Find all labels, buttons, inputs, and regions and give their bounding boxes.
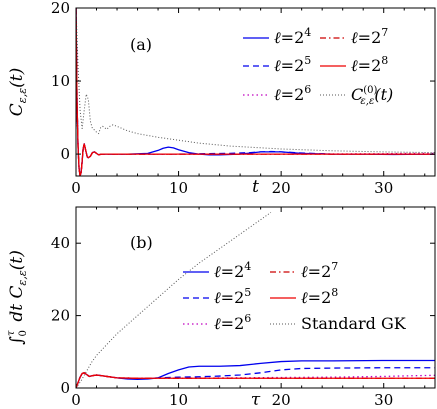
legend-label: ℓ=26​ [274,83,311,104]
legend-label: ℓ=28​ [351,54,388,75]
legend-entry-1: ℓ=25​ [183,286,251,307]
y-axis-label: Cε,ε(t) [7,68,29,116]
legend-entry-5: Standard GK [270,314,407,333]
series-line-5 [76,8,435,154]
x-tick-label: 0 [71,391,81,409]
x-tick-label: 30 [374,391,393,409]
panel-label: (b) [130,233,153,252]
legend-entry-4: ℓ=28​ [270,286,338,307]
series-line-5 [76,212,272,388]
x-tick-label: 20 [272,179,291,197]
legend-label: ℓ=27​ [301,260,338,281]
legend-label: ℓ=25​ [274,54,311,75]
plot-frame [75,206,436,389]
y-tick-label: 0 [60,379,70,397]
x-tick-label: 10 [169,179,188,197]
series-line-0 [76,359,435,388]
legend-label: ℓ=27​ [351,26,388,47]
legend-label: ℓ=28​ [301,286,338,307]
panel-b-chart: 0 10 20 30 0 20 40 (b) τ ∫τ0 dt Cε,ε(t) ℓ=24​ ℓ=25​… [6,206,436,409]
legend-entry-5: C(0) ε,ε(t) [320,85,393,107]
legend-entry-3: ℓ=27​ [320,26,388,47]
series-group [76,8,435,176]
y-tick-label: 10 [51,72,70,90]
y-axis-label: ∫τ0 dt Cε,ε(t) [6,250,29,345]
y-tick-label: 20 [51,307,70,325]
legend-entry-4: ℓ=28​ [320,54,388,75]
x-axis-label: t [252,177,259,197]
legend-label: ℓ=24​ [214,260,251,281]
legend-label: ℓ=25​ [214,286,251,307]
legend-entry-2: ℓ=26​ [243,83,311,104]
legend-entry-0: ℓ=24​ [183,260,251,281]
y-tick-label: 20 [51,0,70,17]
panel-a-chart: 0 10 20 30 0 10 20 (a) t Cε,ε(t) ℓ=24​ ℓ=25​ ℓ=26​ ℓ=… [7,0,436,197]
y-tick-label: 40 [51,234,70,252]
legend-label: Standard GK [301,314,407,333]
x-tick-label: 10 [169,391,188,409]
panel-label: (a) [130,35,152,54]
legend-entry-2: ℓ=26​ [183,312,251,333]
series-line-3 [76,372,435,388]
legend-entry-0: ℓ=24​ [243,26,311,47]
x-tick-label: 20 [272,391,291,409]
legend-label: ℓ=26​ [214,312,251,333]
series-line-4 [76,8,435,176]
series-line-4 [76,372,435,388]
series-group [76,212,435,388]
x-axis-label: τ [251,390,261,409]
x-tick-label: 30 [374,179,393,197]
legend-entry-1: ℓ=25​ [243,54,311,75]
legend-entry-3: ℓ=27​ [270,260,338,281]
legend-label: C(0) ε,ε(t) [351,85,393,107]
series-line-2 [76,372,435,388]
legend-label: ℓ=24​ [274,26,311,47]
y-tick-label: 0 [60,145,70,163]
plot-frame [75,7,436,177]
x-tick-label: 0 [71,179,81,197]
